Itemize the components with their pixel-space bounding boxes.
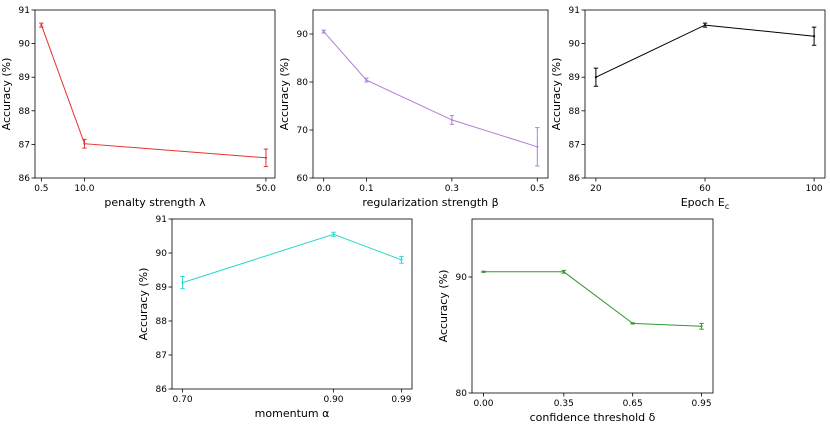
x-tick-label: 0.3 (445, 184, 459, 194)
series-line (40, 24, 266, 159)
y-tick-label: 88 (156, 317, 168, 327)
chart-panel-5: 80 90 0.00 0.35 0.65 0.95 confidence threshold… (437, 218, 714, 424)
y-tick-label: 89 (569, 73, 581, 83)
plot-frame (584, 9, 826, 179)
y-tick-label: 80 (297, 78, 309, 88)
x-tick-label: 0.70 (173, 395, 193, 405)
x-axis-label: momentum α (255, 407, 330, 420)
plot-frame (171, 218, 413, 390)
y-tick-label: 88 (19, 107, 31, 117)
plot-frame (312, 9, 549, 179)
data-point (322, 30, 325, 33)
x-tick-label: 10.0 (74, 184, 94, 194)
y-tick-label: 90 (297, 30, 309, 40)
y-tick-label: 87 (156, 351, 167, 361)
x-tick-label: 0.99 (391, 395, 411, 405)
x-tick-label: 20 (590, 184, 602, 194)
x-tick-label: 0.1 (359, 184, 373, 194)
series-line (323, 31, 538, 148)
data-point (812, 35, 816, 38)
data-point (562, 270, 565, 273)
y-tick-label: 90 (156, 249, 168, 259)
x-tick-label: 0.95 (692, 399, 712, 409)
y-tick-label: 88 (569, 107, 581, 117)
chart-panel-2: 60 70 80 90 0.0 0.1 0.3 0.5 regularization stren… (278, 9, 549, 209)
chart-panel-1: 86 87 88 89 90 91 0.5 10.0 50.0 penalty strength … (0, 6, 276, 209)
y-axis-label: Accuracy (%) (550, 58, 563, 131)
x-tick-label: 0.5 (34, 184, 48, 194)
x-tick-label: 100 (805, 184, 822, 194)
data-point (703, 24, 707, 27)
y-axis-label: Accuracy (%) (137, 268, 150, 341)
plot-frame (34, 9, 276, 179)
series-line (595, 24, 815, 78)
x-tick-label: 0.00 (473, 399, 493, 409)
y-tick-label: 86 (569, 174, 581, 184)
y-axis-label: Accuracy (%) (437, 270, 450, 343)
y-tick-label: 87 (569, 140, 580, 150)
y-tick-label: 80 (456, 389, 468, 399)
plot-frame (471, 218, 714, 394)
y-tick-label: 90 (19, 40, 31, 50)
y-tick-label: 86 (19, 174, 31, 184)
x-axis-label: Epoch Ec (681, 196, 730, 211)
data-point (400, 258, 403, 261)
data-point (536, 145, 539, 148)
y-tick-label: 91 (569, 6, 580, 16)
x-tick-label: 60 (699, 184, 711, 194)
x-tick-label: 50.0 (256, 184, 276, 194)
y-axis-label: Accuracy (%) (278, 58, 291, 131)
y-tick-label: 60 (297, 174, 309, 184)
x-axis-label: regularization strength β (362, 196, 498, 209)
series-line (182, 233, 402, 284)
y-tick-label: 89 (19, 73, 31, 83)
y-tick-label: 89 (156, 283, 168, 293)
data-point (264, 156, 268, 159)
y-tick-label: 70 (297, 126, 309, 136)
data-point (594, 76, 598, 79)
y-tick-label: 86 (156, 385, 168, 395)
y-axis-label: Accuracy (%) (0, 58, 13, 131)
x-tick-label: 0.65 (623, 399, 643, 409)
data-point (631, 322, 634, 325)
series-line (483, 271, 702, 327)
data-point (83, 142, 86, 145)
x-tick-label: 0.90 (323, 395, 343, 405)
y-tick-label: 90 (456, 273, 468, 283)
chart-panel-4: 86 87 88 89 90 91 0.70 0.90 0.99 momentum α Accura… (137, 215, 413, 420)
data-point (700, 325, 703, 328)
x-tick-label: 0.0 (317, 184, 332, 194)
x-tick-label: 0.35 (554, 399, 574, 409)
data-point (365, 78, 368, 82)
y-tick-label: 90 (569, 40, 581, 50)
y-tick-label: 87 (19, 140, 30, 150)
y-tick-label: 91 (156, 215, 167, 225)
data-point (482, 270, 485, 273)
data-point (332, 233, 335, 236)
x-tick-label: 0.5 (530, 184, 544, 194)
data-point (450, 118, 453, 122)
x-axis-label: confidence threshold δ (530, 411, 656, 424)
chart-panel-3: 86 87 88 89 90 91 20 60 100 Epoch Ec Accuracy (%) (550, 6, 826, 211)
y-tick-label: 91 (19, 6, 30, 16)
data-point (181, 281, 184, 284)
data-point (40, 24, 43, 27)
x-axis-label: penalty strength λ (104, 196, 206, 209)
